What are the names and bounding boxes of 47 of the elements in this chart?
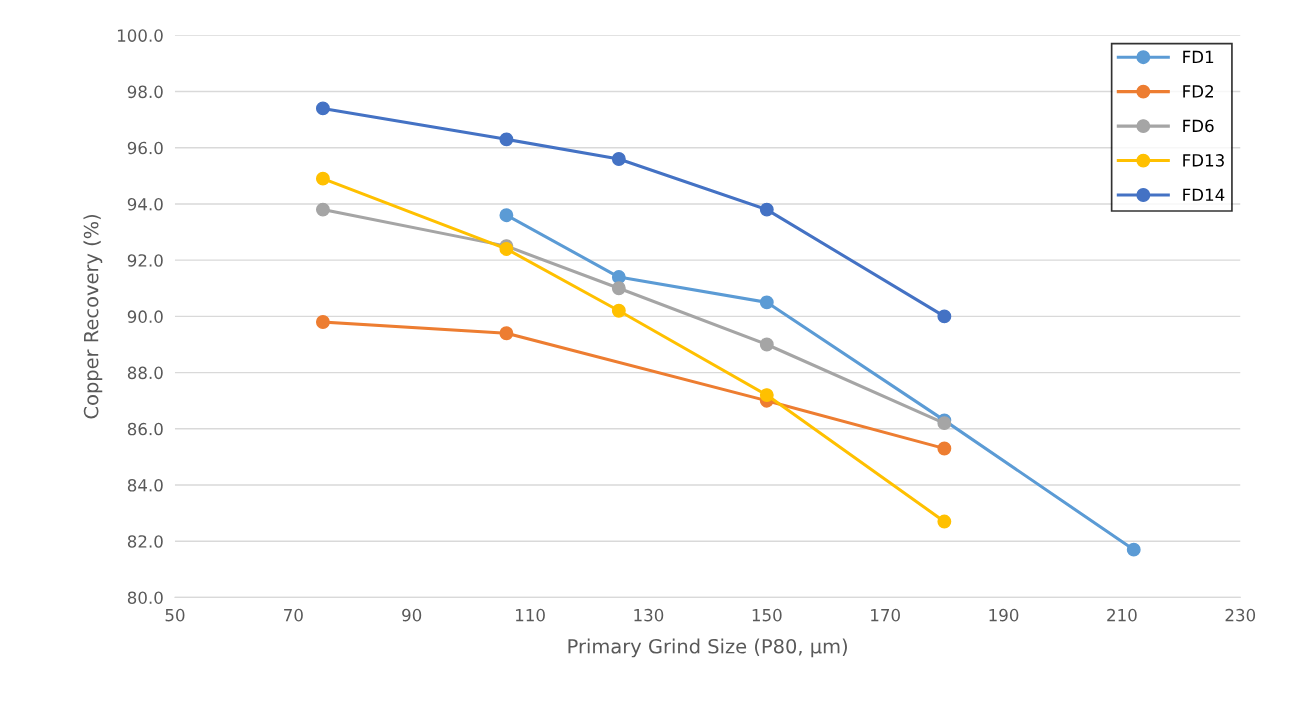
point	[315, 101, 330, 116]
y-tick-label: 84.0	[127, 478, 163, 492]
point	[315, 171, 330, 186]
point	[937, 441, 952, 456]
point	[937, 514, 952, 529]
point	[759, 202, 774, 217]
x-tick-label: 170	[871, 608, 900, 622]
point	[315, 315, 330, 329]
y-tick-label: 82.0	[127, 535, 163, 548]
y-axis-title: Copper Recovery (%)	[83, 214, 103, 419]
x-axis-title: Primary Grind Size (P80, µm)	[568, 638, 847, 658]
x-tick-label: 210	[1107, 608, 1137, 622]
x-tick-label: 190	[989, 608, 1019, 622]
x-tick-label: 90	[402, 608, 422, 622]
point	[937, 309, 952, 324]
y-tick-label: 88.0	[127, 366, 163, 380]
legend-label: FD14	[1183, 188, 1225, 201]
y-tick-label: 98.0	[127, 85, 163, 99]
y-tick-label: 94.0	[127, 197, 163, 211]
y-tick-label: 92.0	[127, 254, 163, 267]
point	[499, 326, 514, 341]
point	[759, 295, 774, 310]
legend-label: FD2	[1183, 85, 1213, 98]
point	[611, 281, 626, 296]
y-tick-label: 86.0	[127, 422, 163, 436]
y-tick-label: 96.0	[127, 141, 163, 155]
y-tick-label: 80.0	[127, 591, 163, 604]
legend-label: FD6	[1183, 119, 1214, 133]
legend-label: FD1	[1183, 50, 1214, 64]
point	[499, 208, 514, 223]
point	[759, 388, 774, 403]
x-tick-label: 130	[634, 608, 664, 622]
legend-label: FD13	[1183, 154, 1224, 167]
point	[1126, 542, 1141, 557]
y-tick-label: 90.0	[127, 310, 163, 323]
point	[759, 337, 774, 352]
point	[611, 303, 626, 318]
point	[315, 202, 330, 217]
x-tick-label: 110	[515, 608, 545, 622]
x-tick-label: 230	[1225, 608, 1256, 622]
point	[611, 152, 626, 166]
x-tick-label: 50	[165, 608, 185, 622]
point	[499, 132, 514, 147]
x-tick-label: 150	[752, 608, 782, 622]
y-tick-label: 100.0	[117, 29, 163, 42]
point	[611, 270, 626, 284]
x-tick-label: 70	[284, 608, 303, 622]
